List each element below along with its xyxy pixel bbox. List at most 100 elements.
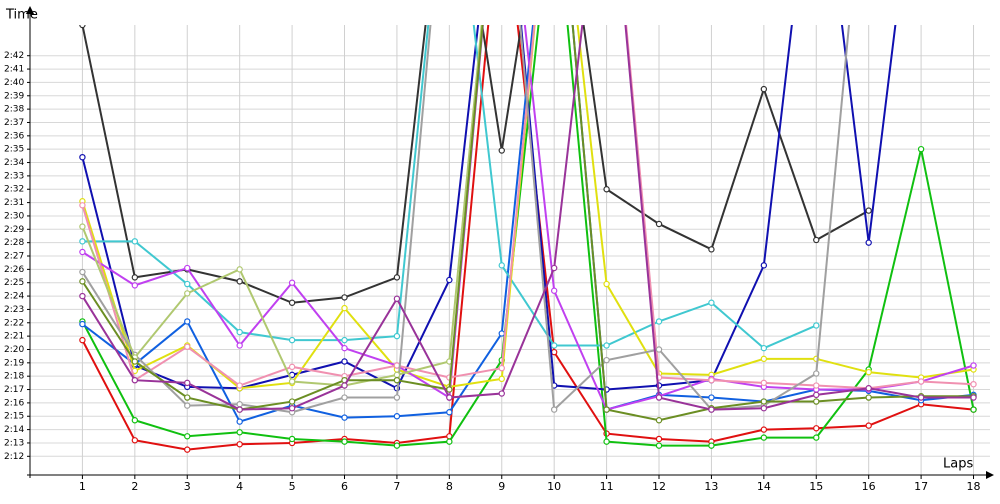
point [288,378,296,385]
point [288,279,296,286]
point [498,262,505,269]
point [79,320,86,328]
y-tick-label: 2:12 [4,452,24,462]
series-line [82,25,817,350]
point [341,382,348,389]
point [498,147,505,154]
point [236,401,243,408]
point [760,405,768,412]
point [184,402,191,409]
x-axis-title: Laps [943,457,973,472]
point [393,371,401,379]
point [236,441,243,448]
point [760,262,768,269]
point [184,318,191,325]
y-tick-label: 2:32 [4,185,24,195]
point [655,346,663,353]
y-tick-label: 2:15 [4,412,24,422]
point [79,223,86,230]
point [655,442,663,449]
point [760,426,768,433]
x-tick-label: 13 [704,480,718,493]
point [813,370,820,377]
point [760,85,768,93]
point [498,375,505,383]
point [970,406,977,413]
point [655,220,663,228]
point [236,342,243,349]
point [865,394,872,401]
point [184,343,191,351]
point [341,358,348,365]
point [236,328,243,336]
y-tick-label: 2:29 [4,225,24,235]
y-tick-label: 2:34 [4,158,24,168]
point [550,342,558,349]
point [184,394,191,401]
y-tick-label: 2:30 [4,211,24,221]
point [917,378,925,385]
point [236,406,243,413]
point [131,282,139,289]
point [813,322,820,329]
point [131,238,139,245]
series-line [81,25,870,304]
y-tick-label: 2:21 [4,332,24,342]
point [288,336,296,344]
point [236,278,243,285]
point [236,382,243,389]
plot-area [79,25,977,453]
point [236,266,243,273]
point [236,429,243,436]
point [184,379,191,387]
point [446,276,453,284]
point [708,394,715,401]
point [393,442,401,449]
x-tick-label: 15 [809,480,823,493]
point [79,292,86,300]
point [341,294,348,301]
y-tick-label: 2:36 [4,131,24,141]
point [655,318,663,325]
point [813,425,820,432]
y-tick-label: 2:18 [4,372,24,382]
point [813,391,820,399]
y-axis-arrow [26,6,34,14]
point [760,355,768,363]
point [341,438,348,445]
point [341,304,348,312]
y-tick-label: 2:37 [4,118,24,128]
x-tick-label: 14 [757,480,771,493]
point [131,417,139,424]
point [550,348,558,356]
x-tick-label: 4 [236,480,243,493]
x-tick-label: 9 [498,480,505,493]
y-tick-label: 2:26 [4,265,24,275]
y-tick-label: 2:28 [4,238,24,248]
y-tick-label: 2:35 [4,145,24,155]
point [917,394,925,401]
x-tick-label: 18 [967,480,981,493]
point [917,145,925,153]
point [603,356,610,364]
series-line [81,25,974,422]
point [288,398,296,405]
point [184,446,191,453]
y-tick-label: 2:25 [4,278,24,288]
point [236,418,243,425]
series-line [81,25,974,411]
point [131,274,139,281]
point [184,433,191,440]
point [655,435,663,443]
point [550,406,558,413]
series-line [81,25,974,390]
y-axis-title: Time [5,8,38,23]
point [288,363,296,371]
point [813,434,820,441]
x-tick-label: 6 [341,480,348,493]
y-tick-label: 2:42 [4,51,24,61]
point [708,246,715,253]
point [184,290,191,297]
point [760,379,768,387]
